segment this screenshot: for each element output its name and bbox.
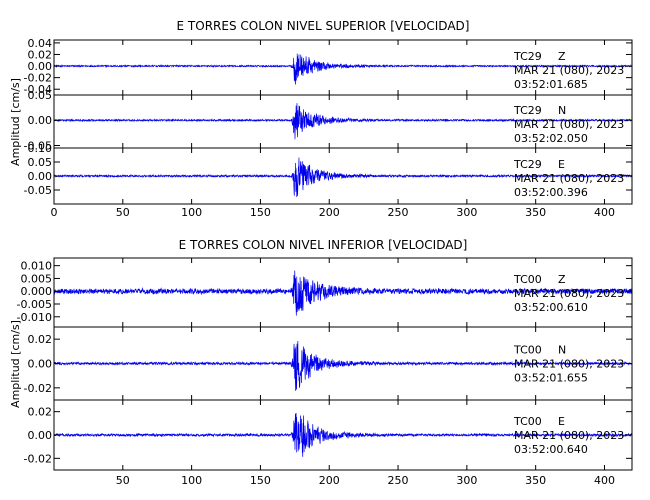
y-tick-label: 0.00 <box>28 170 53 183</box>
station-code: TC29 <box>513 158 542 171</box>
component-code: Z <box>558 273 566 286</box>
x-tick-label: 100 <box>181 474 202 487</box>
y-tick-label: 0.02 <box>28 48 53 61</box>
y-tick-label: -0.05 <box>24 139 52 152</box>
record-date: MAR 21 (080), 2023 <box>514 357 624 370</box>
record-date: MAR 21 (080), 2023 <box>514 172 624 185</box>
waveform-trace <box>53 270 633 316</box>
station-code: TC00 <box>513 415 542 428</box>
record-date: MAR 21 (080), 2023 <box>514 429 624 442</box>
waveform-trace <box>53 157 633 197</box>
record-start-time: 03:52:01.655 <box>514 371 588 384</box>
y-tick-label: 0.10 <box>28 142 53 155</box>
component-code: E <box>558 158 565 171</box>
x-tick-label: 250 <box>388 206 409 219</box>
chart-title: E TORRES COLON NIVEL INFERIOR [VELOCIDAD… <box>179 238 468 252</box>
y-tick-label: 0.005 <box>21 272 53 285</box>
y-tick-label: 0.00 <box>28 429 53 442</box>
x-tick-label: 0 <box>51 206 58 219</box>
y-tick-label: 0.05 <box>28 89 53 102</box>
y-tick-label: 0.05 <box>28 156 53 169</box>
station-code: TC00 <box>513 343 542 356</box>
y-tick-label: -0.010 <box>17 311 52 324</box>
chart-title: E TORRES COLON NIVEL SUPERIOR [VELOCIDAD… <box>177 19 470 33</box>
y-tick-label: 0.010 <box>21 260 53 273</box>
upper-level-chart: E TORRES COLON NIVEL SUPERIOR [VELOCIDAD… <box>9 19 633 219</box>
x-tick-label: 50 <box>116 206 130 219</box>
x-tick-label: 350 <box>525 474 546 487</box>
waveform-trace <box>53 341 633 391</box>
station-code: TC29 <box>513 104 542 117</box>
x-tick-label: 250 <box>388 474 409 487</box>
x-tick-label: 100 <box>181 206 202 219</box>
component-code: E <box>558 415 565 428</box>
record-date: MAR 21 (080), 2023 <box>514 64 624 77</box>
y-tick-label: -0.02 <box>24 72 52 85</box>
record-date: MAR 21 (080), 2023 <box>514 287 624 300</box>
record-start-time: 03:52:00.396 <box>514 186 588 199</box>
x-tick-label: 350 <box>525 206 546 219</box>
y-tick-label: -0.04 <box>24 83 52 96</box>
y-tick-label: 0.00 <box>28 114 53 127</box>
waveform-trace <box>53 103 633 140</box>
x-tick-label: 300 <box>456 474 477 487</box>
y-tick-label: 0.02 <box>28 333 53 346</box>
lower-level-chart: E TORRES COLON NIVEL INFERIOR [VELOCIDAD… <box>9 238 633 487</box>
x-tick-label: 200 <box>319 474 340 487</box>
x-tick-label: 300 <box>456 206 477 219</box>
y-axis-label: Amplitud [cm/s] <box>9 320 22 408</box>
record-start-time: 03:52:02.050 <box>514 132 588 145</box>
y-tick-label: 0.02 <box>28 406 53 419</box>
y-tick-label: 0.000 <box>21 285 53 298</box>
y-tick-label: -0.05 <box>24 184 52 197</box>
y-tick-label: -0.02 <box>24 382 52 395</box>
x-tick-label: 200 <box>319 206 340 219</box>
station-code: TC00 <box>513 273 542 286</box>
y-axis-label: Amplitud [cm/s] <box>9 78 22 166</box>
component-code: Z <box>558 50 566 63</box>
waveform-trace <box>53 413 633 457</box>
component-code: N <box>558 104 566 117</box>
y-tick-label: 0.00 <box>28 358 53 371</box>
y-tick-label: -0.005 <box>17 298 52 311</box>
component-code: N <box>558 343 566 356</box>
waveform-trace <box>53 53 633 85</box>
record-start-time: 03:52:00.610 <box>514 301 588 314</box>
record-start-time: 03:52:01.685 <box>514 78 588 91</box>
x-tick-label: 150 <box>250 206 271 219</box>
x-tick-label: 400 <box>594 474 615 487</box>
y-tick-label: 0.04 <box>28 37 53 50</box>
y-tick-label: 0.00 <box>28 60 53 73</box>
record-start-time: 03:52:00.640 <box>514 443 588 456</box>
x-tick-label: 400 <box>594 206 615 219</box>
station-code: TC29 <box>513 50 542 63</box>
record-date: MAR 21 (080), 2023 <box>514 118 624 131</box>
x-tick-label: 50 <box>116 474 130 487</box>
y-tick-label: -0.02 <box>24 452 52 465</box>
x-tick-label: 150 <box>250 474 271 487</box>
